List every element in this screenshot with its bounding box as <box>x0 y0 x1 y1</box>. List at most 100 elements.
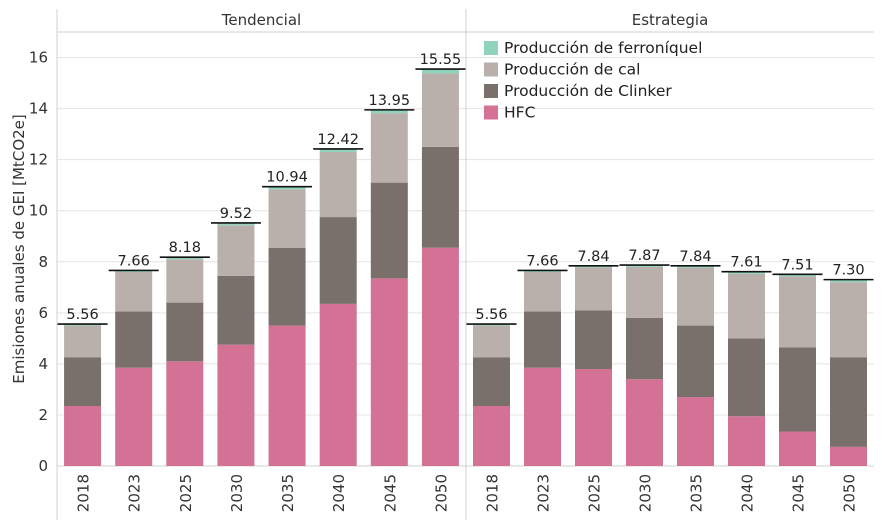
bar-segment <box>115 367 153 466</box>
x-tick-label: 2045 <box>381 474 399 512</box>
bar-segment <box>268 189 306 248</box>
y-tick-label: 2 <box>38 406 48 424</box>
x-tick-label: 2025 <box>177 474 195 512</box>
x-tick-label: 2040 <box>739 474 757 512</box>
x-tick-label: 2023 <box>126 474 144 512</box>
total-label: 15.55 <box>420 52 462 68</box>
bar-segment <box>217 225 255 276</box>
y-tick-label: 14 <box>29 100 48 118</box>
bar-segment <box>64 325 102 358</box>
bar-segment <box>115 271 153 312</box>
x-tick-label: 2035 <box>688 474 706 512</box>
bar-segment <box>217 275 255 345</box>
bar-segment <box>677 265 714 268</box>
bar-segment <box>524 271 561 312</box>
bar-segment <box>830 446 867 466</box>
bar-segment <box>64 406 102 466</box>
x-tick-label: 2050 <box>432 474 450 512</box>
total-label: 7.84 <box>679 249 711 265</box>
bar-segment <box>319 151 357 218</box>
total-label: 7.30 <box>832 263 864 279</box>
y-axis-title: Emisiones anuales de GEI [MtCO2e] <box>10 114 28 384</box>
legend-swatch <box>484 62 498 77</box>
legend-label: HFC <box>504 104 535 122</box>
x-tick-label: 2030 <box>637 474 655 512</box>
bar-segment <box>421 73 459 147</box>
legend-swatch <box>484 41 498 55</box>
bar-segment <box>115 311 153 368</box>
total-label: 5.56 <box>66 307 98 323</box>
bar-segment <box>268 325 306 466</box>
bar-segment <box>370 109 408 114</box>
bar-segment <box>830 357 867 447</box>
panel-title: Estrategia <box>632 11 709 29</box>
bar-segment <box>421 69 459 74</box>
bar-segment <box>421 247 459 466</box>
bar-segment <box>166 302 204 362</box>
total-label: 9.52 <box>220 206 252 222</box>
y-tick-label: 4 <box>38 355 48 373</box>
y-tick-label: 10 <box>29 202 48 220</box>
total-label: 5.56 <box>475 307 507 323</box>
legend-swatch <box>484 84 498 98</box>
y-tick-label: 12 <box>29 151 48 169</box>
bar-segment <box>626 317 663 380</box>
legend-label: Producción de cal <box>504 61 640 79</box>
bar-segment <box>473 406 510 466</box>
bar-segment <box>779 274 816 277</box>
y-tick-label: 16 <box>29 49 48 67</box>
x-tick-label: 2040 <box>330 474 348 512</box>
bar-segment <box>575 368 612 466</box>
bar-segment <box>626 266 663 318</box>
total-label: 8.18 <box>169 240 201 256</box>
bar-segment <box>575 267 612 311</box>
y-tick-label: 0 <box>38 457 48 475</box>
x-tick-label: 2025 <box>586 474 604 512</box>
bar-segment <box>728 271 765 274</box>
bar-segment <box>217 222 255 226</box>
bar-segment <box>626 265 663 267</box>
y-tick-label: 8 <box>38 253 48 271</box>
bar-segment <box>779 276 816 348</box>
x-tick-label: 2050 <box>841 474 859 512</box>
y-tick-label: 6 <box>38 304 48 322</box>
bar-segment <box>64 357 102 407</box>
x-tick-label: 2035 <box>279 474 297 512</box>
bar-segment <box>524 367 561 466</box>
bar-segment <box>319 148 357 152</box>
bar-segment <box>575 310 612 369</box>
bar-segment <box>319 303 357 466</box>
x-tick-label: 2018 <box>75 474 93 512</box>
bar-segment <box>677 397 714 466</box>
bar-segment <box>626 379 663 466</box>
bar-segment <box>268 186 306 190</box>
bar-segment <box>370 113 408 183</box>
panel-title: Tendencial <box>221 11 301 29</box>
bar-segment <box>779 347 816 432</box>
bar-segment <box>728 338 765 417</box>
bar-segment <box>370 278 408 466</box>
bar-segment <box>830 282 867 358</box>
bar-segment <box>728 416 765 466</box>
bar-segment <box>166 257 204 260</box>
x-tick-label: 2018 <box>484 474 502 512</box>
legend-label: Producción de Clinker <box>504 82 672 100</box>
total-label: 7.66 <box>118 253 150 269</box>
total-label: 12.42 <box>317 132 359 148</box>
bar-segment <box>473 357 510 407</box>
total-label: 7.84 <box>577 249 609 265</box>
bar-segment <box>166 361 204 466</box>
bar-segment <box>268 247 306 326</box>
bar-segment <box>473 325 510 358</box>
x-tick-label: 2030 <box>228 474 246 512</box>
total-label: 13.95 <box>369 93 411 109</box>
bar-segment <box>779 431 816 466</box>
bar-segment <box>728 273 765 339</box>
total-label: 7.66 <box>526 253 558 269</box>
bar-segment <box>677 325 714 398</box>
bar-segment <box>421 146 459 248</box>
bar-segment <box>830 279 867 283</box>
total-label: 7.51 <box>781 257 813 273</box>
total-label: 7.61 <box>730 255 762 271</box>
